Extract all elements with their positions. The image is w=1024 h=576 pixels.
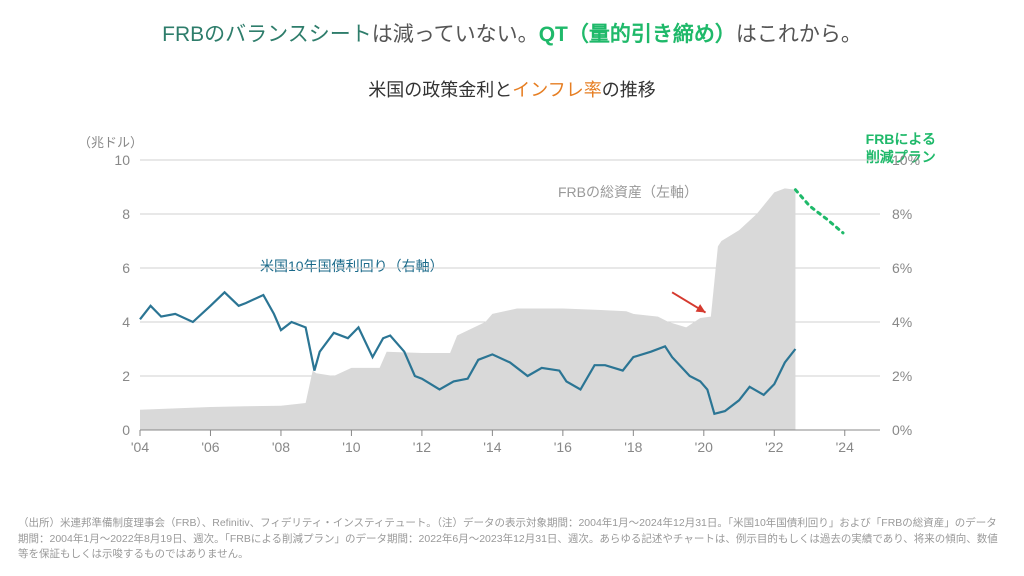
title-segment-1: FRBのバランスシート (162, 23, 372, 46)
title-segment-2: は減っていない。 (372, 23, 539, 46)
svg-text:10: 10 (114, 152, 130, 168)
chart-area: 0 0% 2 2% 4 4% 6 6% 8 8% 10 10% '04 '06 '08 '10 '12 '14 '1… (100, 150, 920, 460)
svg-text:4: 4 (122, 314, 130, 330)
left-axis-unit: （兆ドル） (78, 132, 143, 151)
source-footnote: （出所）米連邦準備制度理事会（FRB）、Refinitiv、フィデリティ・インス… (18, 516, 1006, 562)
svg-text:6: 6 (122, 260, 130, 276)
subtitle-post: の推移 (602, 80, 656, 100)
svg-text:'12: '12 (413, 439, 431, 455)
main-title: FRBのバランスシートは減っていない。QT（量的引き締め）はこれから。 (0, 0, 1024, 56)
subtitle-highlight: インフレ率 (512, 80, 601, 100)
chart-subtitle: 米国の政策金利とインフレ率の推移 (0, 56, 1024, 106)
subtitle-pre: 米国の政策金利と (368, 80, 512, 100)
svg-text:'18: '18 (624, 439, 642, 455)
svg-text:'20: '20 (695, 439, 713, 455)
svg-text:'24: '24 (836, 439, 854, 455)
svg-text:8: 8 (122, 206, 130, 222)
svg-text:0: 0 (122, 422, 130, 438)
svg-text:6%: 6% (892, 260, 912, 276)
svg-text:'10: '10 (342, 439, 360, 455)
chart-svg: 0 0% 2 2% 4 4% 6 6% 8 8% 10 10% '04 '06 '08 '10 '12 '14 '1… (100, 150, 920, 460)
svg-text:10%: 10% (892, 152, 920, 168)
svg-text:0%: 0% (892, 422, 912, 438)
svg-text:'08: '08 (272, 439, 290, 455)
svg-text:2: 2 (122, 368, 130, 384)
svg-text:4%: 4% (892, 314, 912, 330)
svg-text:'04: '04 (131, 439, 149, 455)
title-segment-4: はこれから。 (736, 23, 862, 46)
svg-text:'16: '16 (554, 439, 572, 455)
svg-text:'22: '22 (765, 439, 783, 455)
svg-text:'14: '14 (483, 439, 501, 455)
svg-text:'06: '06 (201, 439, 219, 455)
svg-text:8%: 8% (892, 206, 912, 222)
svg-text:2%: 2% (892, 368, 912, 384)
title-segment-3: QT（量的引き締め） (539, 23, 736, 46)
